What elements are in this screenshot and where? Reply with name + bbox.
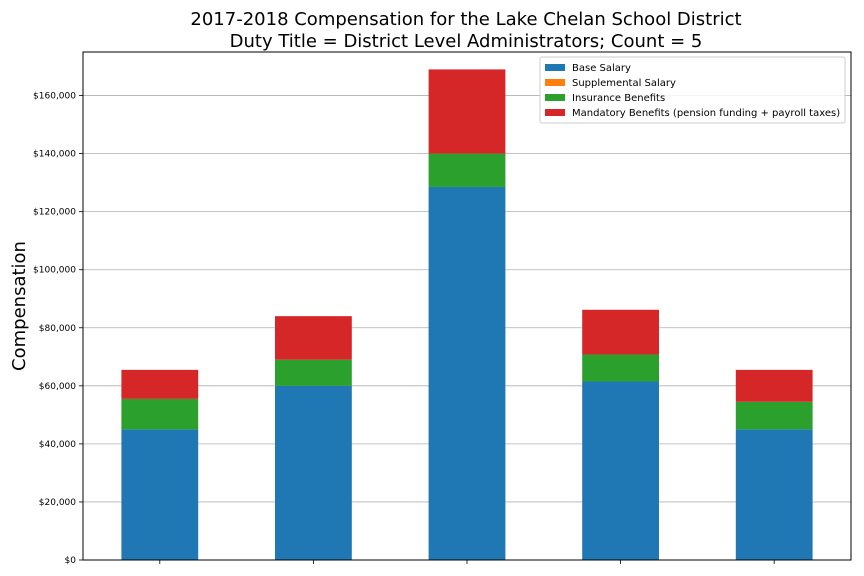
y-tick-label: $140,000 — [33, 150, 76, 160]
bars — [121, 69, 813, 561]
legend-entry: Base Salary — [572, 63, 631, 74]
bar-segment — [428, 153, 506, 187]
bar-segment — [582, 354, 659, 382]
bar-segment — [428, 186, 506, 561]
y-tick-label: $60,000 — [39, 382, 76, 392]
y-tick-label: $20,000 — [39, 498, 76, 508]
y-axis-ticks: $0 $20,000 $40,000 $60,000 $80,000 $100,000 $1… — [33, 92, 83, 566]
bar-segment — [582, 381, 659, 560]
bar-segment — [428, 69, 506, 154]
legend: Base Salary Supplemental Salary Insurance … — [539, 56, 846, 124]
title-line-1: 2017-2018 Compensation for the Lake Chel… — [190, 9, 741, 30]
y-tick-label: $120,000 — [33, 208, 76, 218]
legend-swatch — [545, 109, 565, 116]
chart-title: 2017-2018 Compensation for the Lake Chel… — [190, 9, 741, 52]
bar-segment — [275, 359, 352, 386]
legend-swatch — [545, 79, 565, 86]
y-tick-label: $100,000 — [33, 266, 76, 276]
bar-segment — [121, 398, 199, 430]
bar-segment — [275, 385, 352, 560]
legend-entry: Insurance Benefits — [572, 93, 665, 104]
bar-segment — [275, 316, 352, 360]
legend-entry: Supplemental Salary — [572, 78, 676, 89]
legend-entry: Mandatory Benefits (pension funding + pa… — [572, 108, 840, 119]
y-tick-label: $0 — [65, 556, 77, 566]
bar-segment — [582, 309, 659, 355]
bar-segment — [735, 369, 813, 402]
title-line-2: Duty Title = District Level Administrato… — [230, 31, 703, 52]
legend-swatch — [545, 94, 565, 101]
y-tick-label: $160,000 — [33, 92, 76, 102]
x-axis-ticks — [159, 560, 775, 564]
y-axis-label: Compensation — [9, 241, 30, 371]
bar-segment — [735, 401, 813, 430]
y-tick-label: $80,000 — [39, 324, 76, 334]
legend-box — [539, 56, 846, 124]
legend-swatch — [545, 64, 565, 71]
bar-segment — [735, 429, 813, 560]
bar-segment — [121, 429, 199, 560]
y-tick-label: $40,000 — [39, 440, 76, 450]
bar-segment — [121, 369, 199, 399]
